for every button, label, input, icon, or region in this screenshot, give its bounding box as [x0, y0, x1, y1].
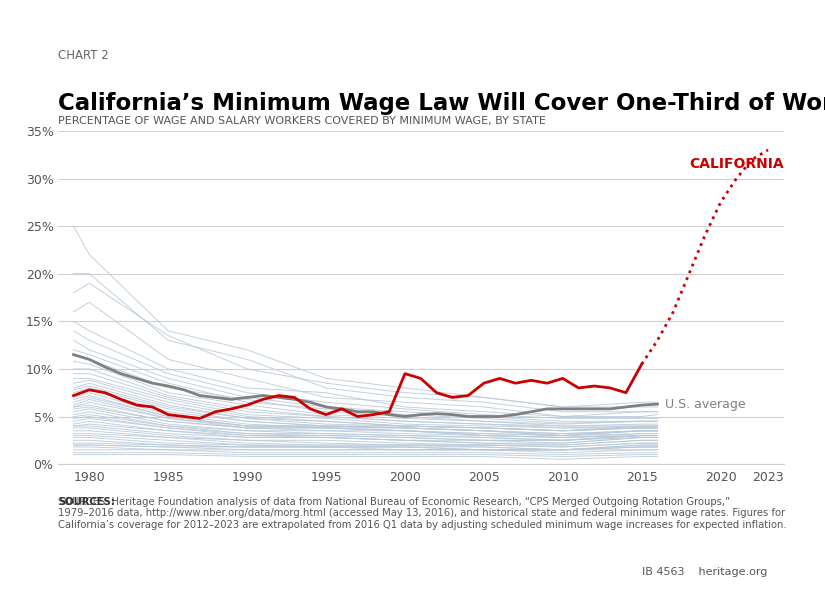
Text: PERCENTAGE OF WAGE AND SALARY WORKERS COVERED BY MINIMUM WAGE, BY STATE: PERCENTAGE OF WAGE AND SALARY WORKERS CO…: [58, 116, 545, 126]
Text: IB 4563    heritage.org: IB 4563 heritage.org: [642, 567, 767, 577]
Text: SOURCES: Heritage Foundation analysis of data from National Bureau of Economic R: SOURCES: Heritage Foundation analysis of…: [58, 497, 786, 530]
Text: CALIFORNIA: CALIFORNIA: [689, 157, 784, 171]
Text: California’s Minimum Wage Law Will Cover One-Third of Workers: California’s Minimum Wage Law Will Cover…: [58, 92, 825, 115]
Text: SOURCES:: SOURCES:: [58, 497, 115, 507]
Text: CHART 2: CHART 2: [58, 49, 109, 62]
Text: U.S. average: U.S. average: [666, 397, 746, 411]
